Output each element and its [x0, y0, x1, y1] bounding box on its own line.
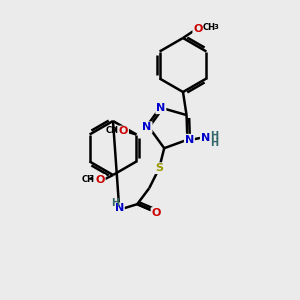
Text: N: N [201, 133, 210, 143]
Text: H: H [210, 138, 218, 148]
Text: N: N [156, 103, 165, 113]
Text: S: S [155, 163, 163, 173]
Text: 3: 3 [88, 176, 93, 182]
Text: O: O [119, 127, 128, 136]
Text: O: O [152, 208, 161, 218]
Text: N: N [142, 122, 152, 132]
Text: CH: CH [105, 126, 119, 135]
Text: CH: CH [203, 23, 216, 32]
Text: O: O [193, 24, 203, 34]
Text: O: O [95, 175, 105, 185]
Text: N: N [115, 203, 124, 213]
Text: 3: 3 [214, 24, 219, 30]
Text: 3: 3 [112, 127, 117, 133]
Text: CH: CH [82, 176, 95, 184]
Text: H: H [111, 198, 119, 208]
Text: H: H [210, 131, 218, 141]
Text: N: N [185, 135, 194, 145]
